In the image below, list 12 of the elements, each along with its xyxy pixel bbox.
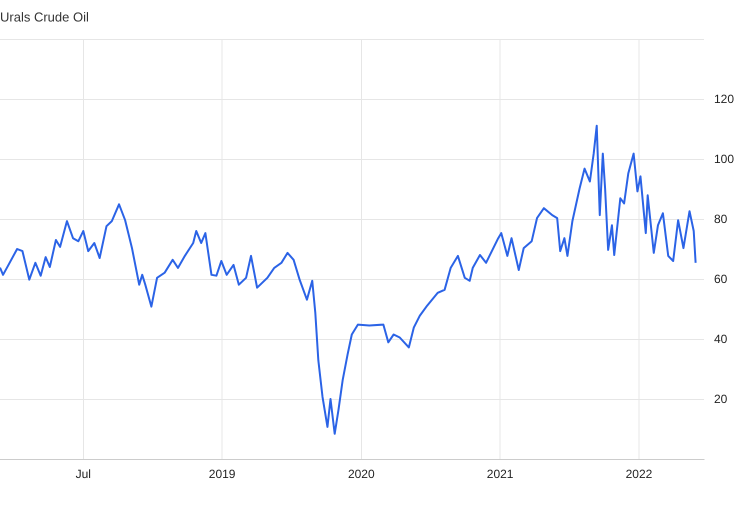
- y-tick-label: 100: [714, 152, 734, 166]
- y-tick-label: 60: [714, 272, 728, 286]
- y-tick-label: 20: [714, 392, 728, 406]
- x-tick-label: 2022: [626, 467, 653, 482]
- chart-title: Urals Crude Oil: [0, 9, 89, 24]
- x-tick-label: 2019: [208, 467, 236, 482]
- y-tick-label: 40: [714, 332, 728, 346]
- y-tick-label: 120: [714, 92, 734, 106]
- y-tick-label: 80: [714, 212, 728, 226]
- x-tick-label: 2020: [348, 467, 375, 482]
- x-tick-label: 2021: [486, 467, 514, 482]
- x-tick-label: Jul: [76, 467, 91, 482]
